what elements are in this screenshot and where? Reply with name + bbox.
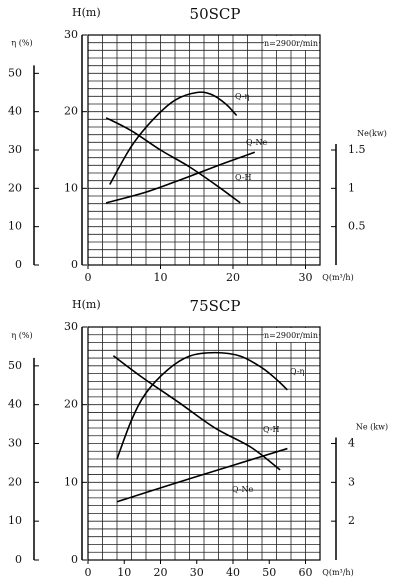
plot-frame	[87, 326, 321, 561]
curve	[105, 117, 241, 204]
plot-frame	[87, 34, 321, 266]
y2-tick-label: 10	[8, 220, 22, 233]
y3-tick-label: 3	[348, 475, 355, 488]
x-tick-label: 20	[226, 271, 240, 284]
y2-tick-label: 40	[8, 105, 22, 118]
y3-tick-label: 1.5	[348, 143, 366, 156]
y2-tick-label: 30	[8, 437, 22, 450]
chart-title: 50SCP	[190, 5, 241, 23]
x-axis-label: Q(m³/h)	[322, 568, 353, 577]
y2-tick-label: 30	[8, 143, 22, 156]
x-tick-label: 20	[154, 566, 168, 579]
curve-label: Q-η	[235, 92, 250, 101]
y3-tick-label: 2	[348, 514, 355, 527]
curve	[105, 151, 256, 204]
y2-tick-label: 0	[15, 553, 22, 566]
y2-tick-label: 50	[8, 359, 22, 372]
y2-axis-label: η (%)	[11, 331, 32, 340]
x-tick-label: 60	[299, 566, 313, 579]
y2-tick-label: 50	[8, 66, 22, 79]
curve-label: Q-H	[263, 425, 280, 434]
y-tick-label: 0	[71, 258, 78, 271]
y3-tick-label: 1	[348, 181, 355, 194]
y2-tick-label: 20	[8, 181, 22, 194]
y3-axis-label: Ne(kw)	[357, 129, 387, 138]
curve-label: Q-H	[235, 173, 252, 182]
y-tick-label: 10	[64, 475, 78, 488]
curve	[109, 91, 238, 185]
curve-label: Q-Ne	[232, 485, 254, 494]
curve	[116, 447, 288, 503]
y-tick-label: 30	[64, 320, 78, 333]
x-tick-label: 0	[85, 566, 92, 579]
x-tick-label: 50	[262, 566, 276, 579]
curve-label: Q-Ne	[246, 138, 268, 147]
x-tick-label: 10	[154, 271, 168, 284]
y3-tick-label: 4	[348, 437, 355, 450]
chart-title: 75SCP	[190, 297, 241, 315]
y-tick-label: 10	[64, 181, 78, 194]
x-tick-label: 0	[85, 271, 92, 284]
y2-tick-label: 20	[8, 475, 22, 488]
y2-axis-label: η (%)	[11, 38, 32, 47]
curve-label: Q-η	[290, 367, 305, 376]
y-tick-label: 20	[64, 398, 78, 411]
curve	[116, 351, 288, 460]
y-tick-label: 30	[64, 28, 78, 41]
curve	[112, 355, 281, 471]
y3-tick-label: 0.5	[348, 220, 366, 233]
y2-tick-label: 0	[15, 258, 22, 271]
annotation-box	[264, 36, 319, 50]
y-tick-label: 20	[64, 105, 78, 118]
y-axis-label: H(m)	[72, 298, 101, 311]
annotation: n=2900r/min	[264, 331, 318, 340]
x-tick-label: 30	[190, 566, 204, 579]
y2-tick-label: 40	[8, 398, 22, 411]
annotation: n=2900r/min	[264, 39, 318, 48]
y3-axis-label: Ne (kw)	[356, 423, 388, 432]
y-tick-label: 0	[71, 553, 78, 566]
y2-tick-label: 10	[8, 514, 22, 527]
y-axis-label: H(m)	[72, 6, 101, 19]
annotation-box	[264, 328, 319, 342]
x-tick-label: 40	[226, 566, 240, 579]
x-axis-label: Q(m³/h)	[322, 273, 353, 282]
x-tick-label: 10	[117, 566, 131, 579]
x-tick-label: 30	[299, 271, 313, 284]
